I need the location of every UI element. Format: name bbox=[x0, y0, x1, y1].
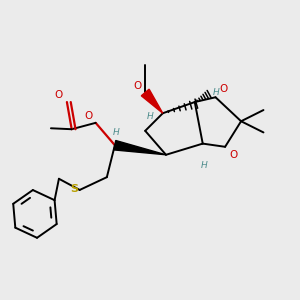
Text: O: O bbox=[55, 91, 63, 100]
Text: O: O bbox=[85, 111, 93, 121]
Text: O: O bbox=[229, 150, 237, 160]
Text: H: H bbox=[212, 88, 219, 97]
Text: H: H bbox=[113, 128, 120, 137]
Text: H: H bbox=[201, 161, 208, 170]
Polygon shape bbox=[141, 89, 163, 113]
Text: O: O bbox=[219, 84, 228, 94]
Text: O: O bbox=[134, 81, 142, 91]
Polygon shape bbox=[114, 140, 166, 155]
Text: S: S bbox=[70, 184, 78, 194]
Text: H: H bbox=[146, 112, 153, 121]
